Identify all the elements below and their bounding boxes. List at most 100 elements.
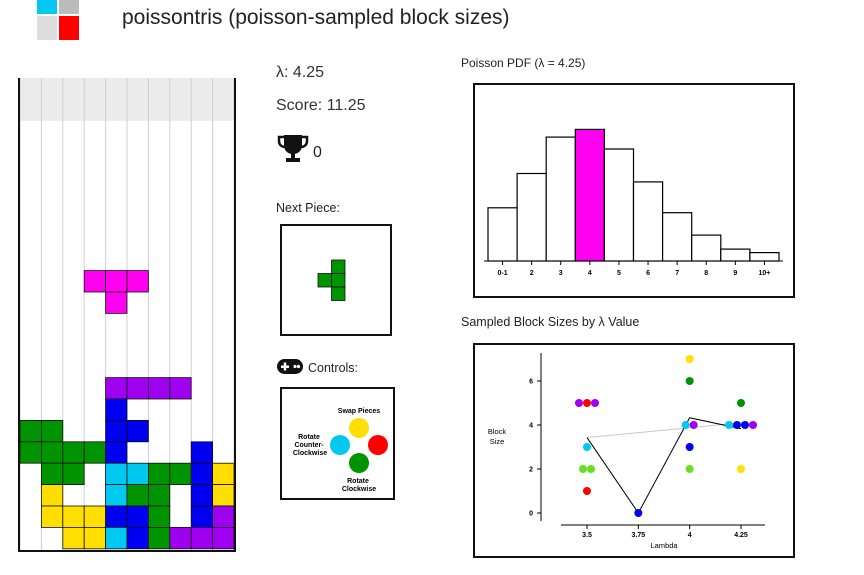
board-block bbox=[169, 462, 192, 486]
board-block bbox=[83, 505, 106, 528]
scatter-point bbox=[685, 377, 694, 385]
rotate-cw-button[interactable] bbox=[349, 453, 369, 473]
active-piece-block bbox=[126, 270, 149, 293]
scatter-chart-title: Sampled Block Sizes by λ Value bbox=[461, 315, 640, 329]
scatter-point bbox=[583, 487, 591, 495]
scatter-y-tick-label: 6 bbox=[529, 379, 533, 386]
trophy-count: 0 bbox=[313, 144, 322, 161]
board-block bbox=[40, 441, 64, 464]
trophy-icon bbox=[277, 135, 309, 162]
pdf-tick-label: 9 bbox=[733, 270, 737, 277]
scatter-point bbox=[634, 509, 643, 517]
board-block bbox=[40, 484, 64, 507]
board-block bbox=[212, 505, 235, 528]
scatter-point bbox=[741, 421, 749, 429]
scatter-point bbox=[733, 421, 741, 429]
rotate-ccw-button[interactable] bbox=[330, 435, 350, 455]
board-block bbox=[83, 441, 106, 464]
board-block bbox=[19, 419, 42, 443]
board-block bbox=[105, 462, 128, 486]
app-logo-icon bbox=[37, 0, 79, 40]
score-value: Score: 11.25 bbox=[276, 97, 366, 114]
board-block bbox=[105, 441, 128, 464]
board-block bbox=[169, 526, 192, 550]
scatter-y-tick-label: 2 bbox=[529, 467, 533, 474]
pdf-bar bbox=[691, 234, 722, 262]
board-block bbox=[105, 377, 128, 400]
scatter-y-axis-label: Block Size bbox=[488, 427, 507, 446]
active-piece-block bbox=[105, 270, 128, 293]
pdf-bar bbox=[632, 181, 664, 262]
board-block bbox=[147, 484, 171, 507]
rotate-ccw-label: Rotate Counter- Clockwise bbox=[293, 434, 327, 457]
pdf-chart: 0-1 2 3 4 5 6 7 8 9 10+ bbox=[473, 83, 795, 298]
board-block bbox=[126, 462, 149, 486]
scatter-point bbox=[681, 421, 690, 429]
rotate-cw-button-right[interactable] bbox=[368, 435, 388, 455]
pdf-bar bbox=[516, 172, 547, 262]
pdf-chart-title: Poisson PDF (λ = 4.25) bbox=[461, 56, 586, 70]
next-piece-block bbox=[331, 273, 346, 288]
scatter-x-tick-label: 4 bbox=[688, 532, 692, 539]
board-block bbox=[62, 441, 85, 464]
page-title: poissontris (poisson-sampled block sizes… bbox=[122, 6, 510, 29]
board-block bbox=[19, 441, 42, 464]
board-block bbox=[190, 441, 213, 464]
scatter-mean-line bbox=[586, 417, 742, 514]
board-block bbox=[147, 505, 171, 528]
scatter-point bbox=[583, 443, 591, 451]
pdf-bar bbox=[545, 136, 576, 262]
next-piece-label: Next Piece: bbox=[276, 201, 340, 215]
board-block bbox=[169, 377, 192, 400]
scatter-point bbox=[685, 443, 694, 451]
board-block bbox=[105, 419, 128, 443]
gamepad-icon bbox=[277, 359, 303, 374]
board-block bbox=[62, 526, 85, 550]
next-piece-block bbox=[317, 273, 332, 288]
board-block bbox=[212, 526, 235, 550]
board-block bbox=[147, 526, 171, 550]
board-block bbox=[40, 419, 64, 443]
board-block bbox=[126, 526, 149, 550]
pdf-tick-label: 2 bbox=[530, 270, 534, 277]
swap-pieces-button[interactable] bbox=[349, 418, 369, 438]
scatter-point bbox=[583, 399, 591, 407]
scatter-point bbox=[685, 355, 694, 363]
board-block bbox=[190, 484, 213, 507]
scatter-x-tick-label: 3.75 bbox=[632, 532, 646, 539]
board-block bbox=[147, 377, 171, 400]
board-block bbox=[62, 505, 85, 528]
board-block bbox=[126, 377, 149, 400]
scatter-point bbox=[725, 421, 733, 429]
active-piece-block bbox=[83, 270, 106, 293]
scatter-point bbox=[737, 465, 745, 473]
board-block bbox=[83, 526, 106, 550]
pdf-tick-label: 8 bbox=[704, 270, 708, 277]
board-block bbox=[40, 462, 64, 486]
board-block bbox=[212, 462, 235, 486]
pdf-bar bbox=[487, 207, 518, 262]
lambda-value: λ: 4.25 bbox=[276, 64, 325, 81]
pdf-tick-label: 0-1 bbox=[497, 270, 507, 277]
pdf-bar bbox=[720, 248, 751, 262]
scatter-point bbox=[591, 399, 599, 407]
board-block bbox=[105, 398, 128, 421]
pdf-tick-label: 3 bbox=[559, 270, 563, 277]
board-block bbox=[190, 462, 213, 486]
swap-pieces-label: Swap Pieces bbox=[338, 408, 381, 415]
scatter-point bbox=[587, 465, 595, 473]
board-block bbox=[105, 484, 128, 507]
pdf-bar bbox=[749, 252, 780, 262]
scatter-point bbox=[749, 421, 757, 429]
game-board[interactable] bbox=[18, 78, 236, 552]
board-block bbox=[105, 526, 128, 550]
scatter-point bbox=[575, 399, 583, 407]
next-piece-block bbox=[331, 286, 346, 301]
board-block bbox=[126, 484, 149, 507]
pdf-tick-label: 5 bbox=[617, 270, 621, 277]
controls-label: Controls: bbox=[308, 361, 359, 375]
scatter-point bbox=[685, 465, 694, 473]
pdf-bar bbox=[574, 128, 606, 262]
scatter-x-tick-label: 3.5 bbox=[582, 532, 592, 539]
scatter-y-tick-label: 0 bbox=[529, 511, 533, 518]
